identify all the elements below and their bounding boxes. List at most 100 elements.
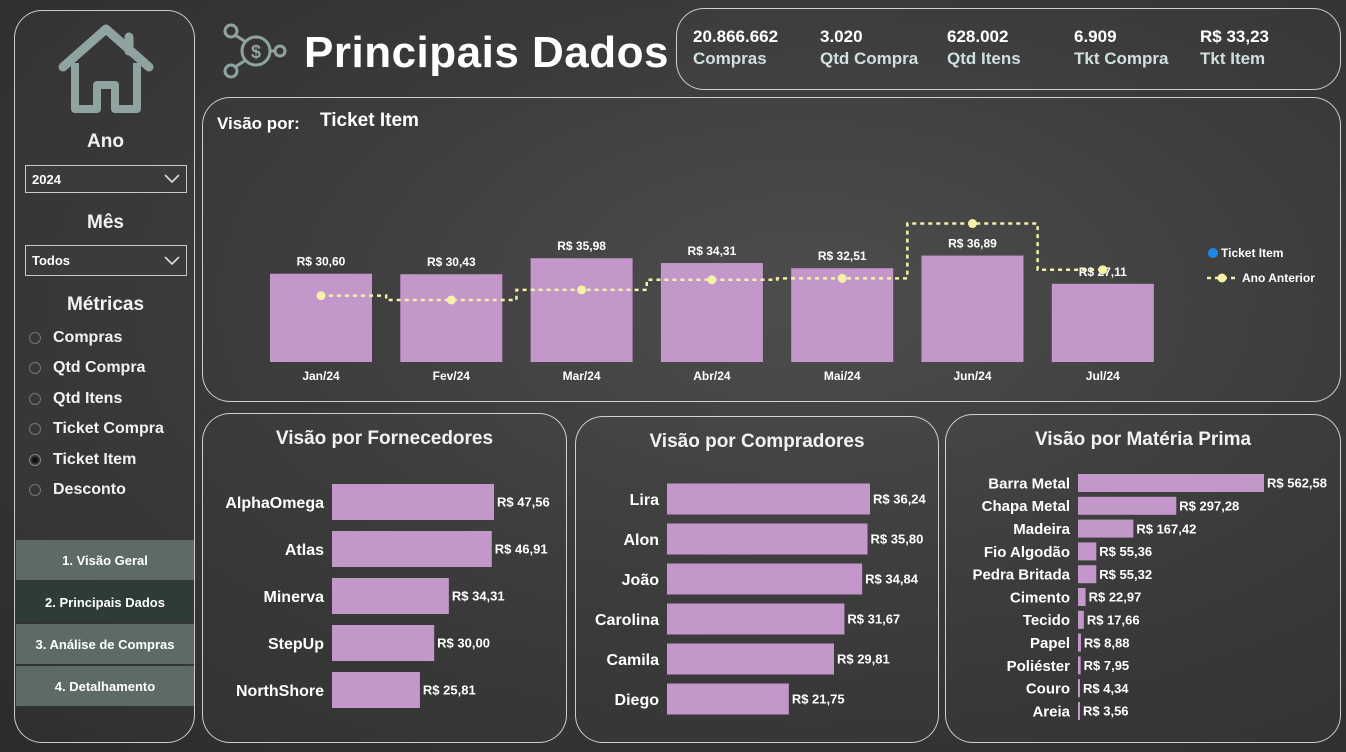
line-point <box>707 275 717 285</box>
ano-dropdown[interactable]: 2024 <box>25 165 187 193</box>
data-label: R$ 47,56 <box>497 495 550 510</box>
bar <box>667 483 870 515</box>
category-label: Pedra Britada <box>972 567 1070 584</box>
data-label: R$ 25,81 <box>423 683 476 698</box>
kpi-label: Qtd Compra <box>820 49 919 68</box>
category-label: Chapa Metal <box>982 498 1070 515</box>
category-label: Areia <box>1032 703 1070 720</box>
legend-label: Ticket Item <box>1221 246 1283 260</box>
kpi-label: Qtd Itens <box>947 49 1021 68</box>
category-label: Lira <box>630 492 659 509</box>
category-label: Atlas <box>285 542 324 559</box>
bar <box>1078 588 1086 606</box>
compradores-panel: Visão por Compradores Lira R$ 36,24 Alon R$… <box>575 416 939 743</box>
kpi-qtd-compra: 3.020 Qtd Compra <box>820 27 918 69</box>
mes-dropdown[interactable]: Todos <box>25 245 187 276</box>
bar <box>332 531 492 567</box>
radio-icon[interactable] <box>29 393 41 405</box>
category-label: Madeira <box>1013 521 1070 538</box>
data-label: R$ 167,42 <box>1136 521 1196 536</box>
data-label: R$ 34,84 <box>865 572 919 587</box>
fornecedores-panel: Visão por Fornecedores AlphaOmega R$ 47,5… <box>202 413 567 743</box>
kpi-label: Tkt Item <box>1200 49 1266 68</box>
line-point <box>837 273 847 283</box>
mes-value: Todos <box>32 253 71 268</box>
data-label: R$ 55,32 <box>1099 567 1152 582</box>
nav-analise-compras-button[interactable]: 3. Análise de Compras <box>16 624 194 664</box>
data-label: R$ 55,36 <box>1099 544 1152 559</box>
category-label: Papel <box>1030 635 1070 652</box>
radio-icon[interactable] <box>29 484 41 496</box>
line-point <box>577 285 587 295</box>
header: $ Principais Dados <box>222 18 669 88</box>
metric-compras[interactable]: Compras <box>29 328 122 348</box>
materia-prima-panel: Visão por Matéria Prima Barra Metal R$ 56… <box>945 414 1341 743</box>
data-label: R$ 35,98 <box>557 239 606 253</box>
bar <box>667 563 863 595</box>
compradores-title: Visão por Compradores <box>649 431 865 452</box>
line-point <box>1098 265 1108 275</box>
data-label: R$ 46,91 <box>495 542 548 557</box>
kpi-value: 20.866.662 <box>693 27 779 46</box>
metric-qtd-compra[interactable]: Qtd Compra <box>29 358 145 378</box>
bar <box>1078 610 1084 629</box>
kpi-value: 6.909 <box>1074 27 1117 46</box>
bar <box>1051 283 1154 362</box>
x-tick-label: Fev/24 <box>433 369 471 383</box>
data-label: R$ 4,34 <box>1083 681 1129 696</box>
chevron-down-icon <box>164 255 180 265</box>
page-title: Principais Dados <box>304 28 670 77</box>
fornecedores-title: Visão por Fornecedores <box>275 428 494 449</box>
bar <box>1078 702 1080 720</box>
ano-label: Ano <box>87 131 124 152</box>
x-tick-label: Mar/24 <box>563 369 601 383</box>
bar <box>667 683 789 715</box>
bar <box>791 268 894 362</box>
data-label: R$ 34,31 <box>452 589 505 604</box>
bar <box>1078 679 1080 698</box>
metric-label: Ticket Compra <box>53 420 164 437</box>
nav-visao-geral-button[interactable]: 1. Visão Geral <box>16 540 194 580</box>
legend-marker <box>1217 273 1227 283</box>
kpi-label: Compras <box>693 49 767 68</box>
bar <box>1078 496 1177 515</box>
category-label: Diego <box>615 692 660 709</box>
category-label: Barra Metal <box>988 475 1070 492</box>
kpi-tkt-compra: 6.909 Tkt Compra <box>1074 27 1168 69</box>
category-label: Tecido <box>1023 612 1070 629</box>
nav-principais-dados-button[interactable]: 2. Principais Dados <box>16 582 194 622</box>
x-tick-label: Jun/24 <box>953 369 991 383</box>
radio-selected-icon[interactable] <box>29 454 41 466</box>
category-label: Camila <box>607 652 660 669</box>
metric-label: Qtd Itens <box>53 390 123 407</box>
radio-icon[interactable] <box>29 362 41 374</box>
data-label: R$ 32,51 <box>818 249 867 263</box>
metric-desconto[interactable]: Desconto <box>29 480 126 500</box>
data-label: R$ 34,31 <box>688 244 737 258</box>
data-label: R$ 35,80 <box>871 532 924 547</box>
line-point <box>446 295 456 305</box>
chevron-down-icon <box>164 174 180 184</box>
data-label: R$ 3,56 <box>1083 704 1129 719</box>
metric-ticket-compra[interactable]: Ticket Compra <box>29 419 164 439</box>
bar <box>332 672 420 708</box>
data-label: R$ 30,60 <box>297 255 346 269</box>
radio-icon[interactable] <box>29 332 41 344</box>
metricas-label: Métricas <box>66 294 145 315</box>
metric-ticket-item[interactable]: Ticket Item <box>29 450 136 470</box>
line-point <box>968 219 977 229</box>
kpi-value: 628.002 <box>947 27 1009 46</box>
compradores-chart: Lira R$ 36,24 Alon R$ 35,80 João R$ 34,84 Caro… <box>595 483 927 715</box>
x-tick-label: Abr/24 <box>693 369 731 383</box>
bar <box>530 258 633 362</box>
bar <box>667 523 868 555</box>
legend-marker <box>1208 248 1218 258</box>
nav-detalhamento-button[interactable]: 4. Detalhamento <box>16 666 194 706</box>
x-tick-label: Jan/24 <box>302 369 340 383</box>
metric-qtd-itens[interactable]: Qtd Itens <box>29 389 122 409</box>
radio-icon[interactable] <box>29 423 41 435</box>
metric-label: Ticket Item <box>53 451 137 468</box>
home-icon[interactable] <box>53 23 159 113</box>
data-label: R$ 36,89 <box>948 237 997 251</box>
materia-prima-chart: Barra Metal R$ 562,58 Chapa Metal R$ 297,28… <box>972 474 1327 720</box>
